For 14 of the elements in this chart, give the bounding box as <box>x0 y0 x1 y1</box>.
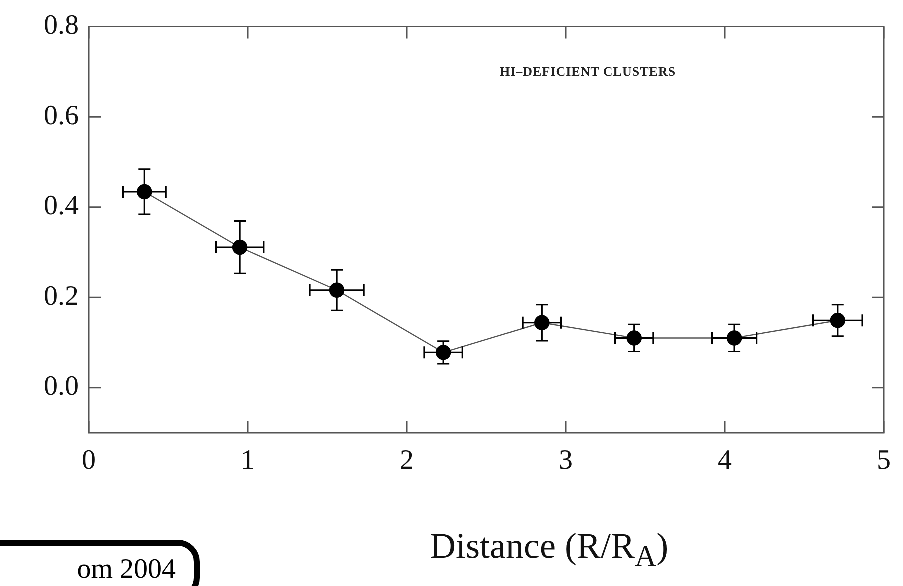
text: om 2004 <box>0 540 200 586</box>
x-tick-label: 5 <box>877 445 891 476</box>
x-tick-label: 2 <box>400 445 414 476</box>
x-axis-title: Distance (R/R$_{A}$) <box>430 525 669 574</box>
y-tick-label: 0.8 <box>44 10 79 42</box>
x-tick-label: 0 <box>82 445 96 476</box>
annotation: HI–DEFICIENT CLUSTERS <box>500 64 676 80</box>
y-tick-label: 0.6 <box>44 100 79 132</box>
y-tick-label: 0.2 <box>44 280 79 312</box>
x-tick-label: 4 <box>718 445 732 476</box>
x-tick-label: 3 <box>559 445 573 476</box>
y-tick-label: 0.4 <box>44 190 79 222</box>
x-tick-label: 1 <box>241 445 255 476</box>
y-tick-label: 0.0 <box>44 371 79 402</box>
